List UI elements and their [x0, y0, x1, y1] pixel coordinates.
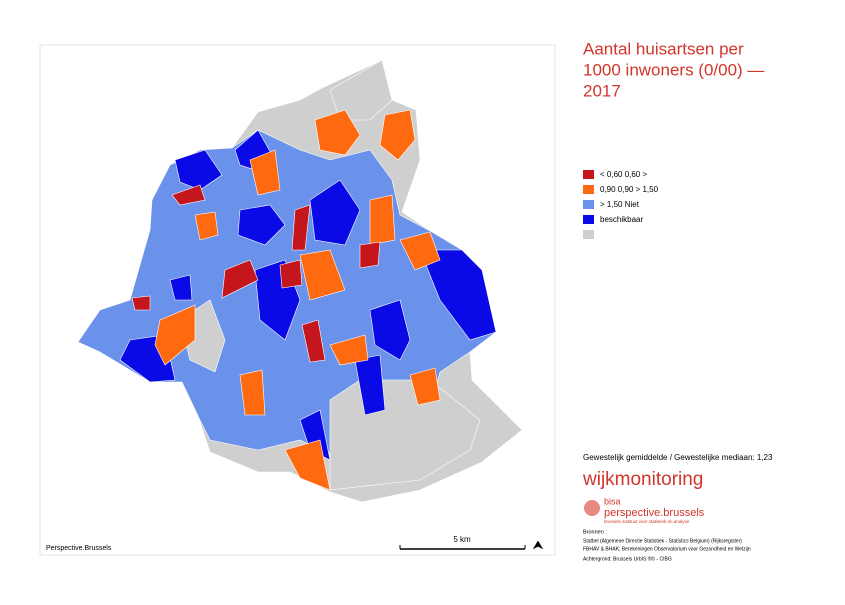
- district: [279, 259, 303, 289]
- sources-heading: Bronnen :: [583, 529, 607, 535]
- legend-swatch: [583, 170, 594, 179]
- legend-text: < 0,60 0,60 >: [600, 170, 647, 179]
- logo-mark: [584, 500, 600, 516]
- scale-label: 5 km: [453, 535, 471, 544]
- title-line: 2017: [583, 81, 621, 100]
- north-arrow: [531, 539, 545, 551]
- logo-tagline: brussels instituut voor statistiek en an…: [604, 519, 690, 524]
- logo-name: perspective.brussels: [604, 507, 705, 519]
- district: [221, 259, 259, 299]
- legend-swatch: [583, 230, 594, 239]
- district: [291, 204, 311, 251]
- legend-swatch: [583, 215, 594, 224]
- brand: wijkmonitoring: [582, 469, 703, 490]
- legend-swatch: [583, 185, 594, 194]
- district: [309, 179, 361, 246]
- map-credit: Perspective.Brussels: [46, 545, 112, 552]
- district: [237, 204, 286, 246]
- logo-short: bisa: [604, 496, 621, 506]
- district: [369, 299, 411, 361]
- district: [369, 194, 396, 246]
- legend-swatch: [583, 200, 594, 209]
- district: [169, 274, 193, 301]
- district: [174, 149, 223, 191]
- district: [359, 241, 381, 269]
- district: [329, 334, 369, 366]
- legend-text: beschikbaar: [600, 215, 643, 224]
- map-frame: [39, 44, 556, 556]
- sources-line: Statbel (Algemene Directie Statistiek - …: [583, 538, 742, 544]
- legend-text: > 1,50 Niet: [600, 200, 640, 209]
- district: [171, 184, 206, 206]
- title-line: 1000 inwoners (0/00) —: [583, 60, 764, 79]
- district: [239, 369, 266, 416]
- district: [409, 367, 441, 406]
- district: [399, 231, 441, 271]
- title-line: Aantal huisartsen per: [583, 39, 744, 58]
- summary: Gewestelijk gemiddelde / Gewestelijke me…: [583, 453, 773, 462]
- district: [354, 354, 386, 416]
- district: [284, 439, 331, 491]
- district: [131, 295, 151, 311]
- sources-line: FBHAV & BHAK; Berekeningen Observatorium…: [583, 546, 751, 552]
- district: [379, 109, 416, 161]
- district: [299, 409, 331, 461]
- district: [299, 249, 346, 301]
- district: [419, 249, 497, 341]
- district: [301, 319, 326, 363]
- map: [77, 59, 523, 503]
- district: [314, 109, 361, 156]
- district: [154, 304, 196, 366]
- sources-background: Achtergrond: Brussels UrbIS ®© - CIBG: [583, 555, 672, 562]
- legend-text: 0,90 0,90 > 1,50: [600, 185, 659, 194]
- district: [194, 211, 219, 241]
- district: [249, 149, 281, 196]
